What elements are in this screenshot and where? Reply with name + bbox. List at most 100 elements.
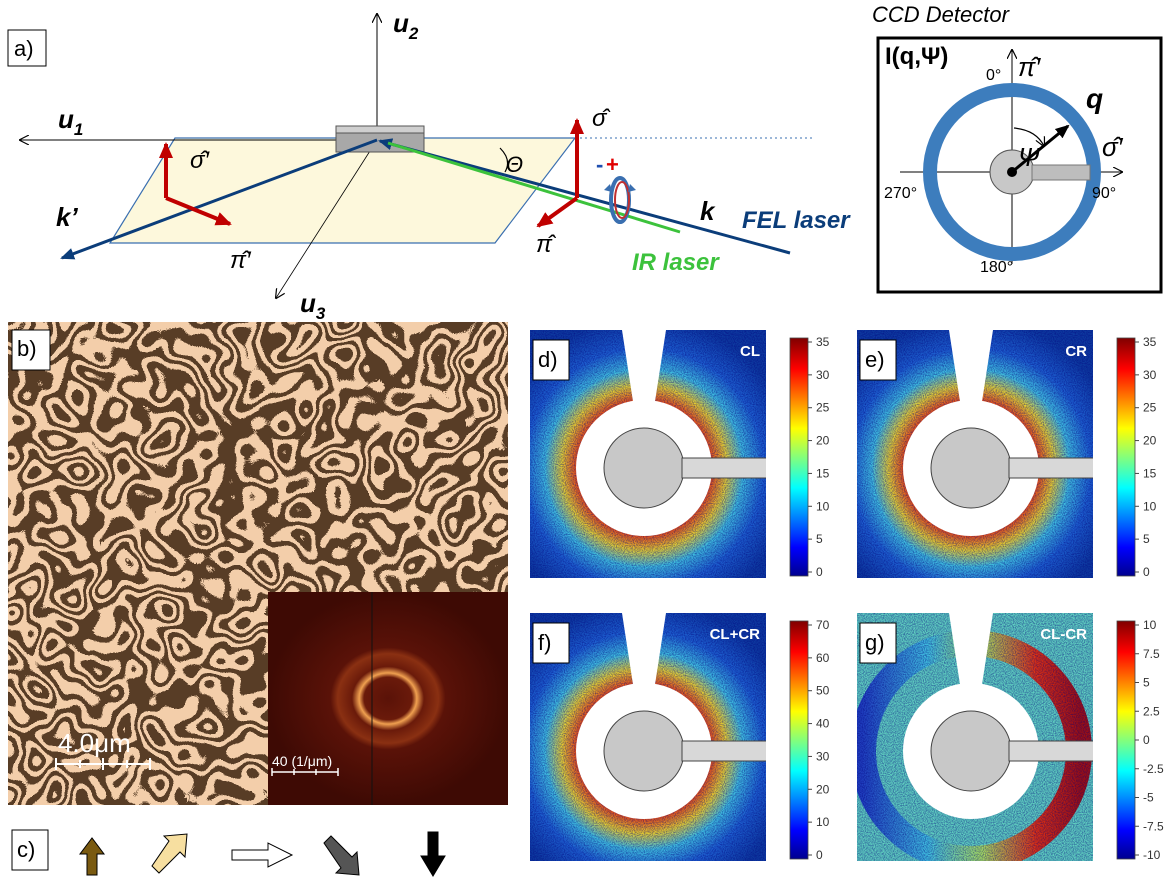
helicity-arrows xyxy=(604,184,636,192)
axis-label: u3 xyxy=(300,288,326,323)
colorbar-tick-label: 30 xyxy=(816,368,830,382)
beam-stop-arm xyxy=(681,740,766,762)
image xyxy=(530,330,766,578)
image xyxy=(857,330,1093,578)
panel-b: b) 4.0μm 40 (1/μm) xyxy=(8,322,508,805)
beam-stop-arm xyxy=(1008,457,1093,479)
label-box xyxy=(859,622,897,664)
beam-stop xyxy=(930,427,1012,509)
condition-label: CL-CR xyxy=(1040,626,1087,643)
colorbar-tick-label: -10 xyxy=(1143,848,1161,862)
colorbar-tick-label: 5 xyxy=(816,532,823,546)
ccd-panel: CCD Detector I(q,Ψ) 0° 90° 180° 270° π̂′… xyxy=(872,2,1163,294)
theta-label: Θ xyxy=(506,152,523,177)
sigma-label: σ̂ xyxy=(592,105,610,132)
psi-arc xyxy=(1013,127,1044,146)
helicity-plus: + xyxy=(606,152,619,177)
helicity-minus: - xyxy=(596,152,603,177)
colorbar-tick-label: 20 xyxy=(816,782,830,796)
wedge xyxy=(949,613,993,691)
colorbar-tick-label: 25 xyxy=(816,401,830,415)
label-box xyxy=(7,29,47,67)
colorbar xyxy=(789,337,809,577)
text-part: u xyxy=(393,8,409,38)
colorbar-tick-label: 10 xyxy=(816,499,830,513)
scattering-panel: f) CL+CR 70 60 50 40 30 20 10 0 xyxy=(530,613,830,862)
angle-label: 90° xyxy=(1092,185,1116,202)
angle-label: 270° xyxy=(884,185,917,202)
pi-prime-label: π̂′ xyxy=(1018,52,1041,82)
colorbar-tick-label: 35 xyxy=(1143,335,1157,349)
label-box xyxy=(859,339,897,381)
colorbar-tick-label: 40 xyxy=(816,717,830,731)
scattering-panel: d) CL 35 30 25 20 15 10 5 0 xyxy=(530,330,830,579)
colorbar xyxy=(1116,620,1136,860)
scattering-panel: e) CR 35 30 25 20 15 10 5 0 xyxy=(857,330,1157,579)
inset-scale-label: 40 (1/μm) xyxy=(272,753,332,769)
colorbar-tick-label: 70 xyxy=(816,618,830,632)
moment-arrow xyxy=(323,835,360,876)
colorbar-tick-label: 10 xyxy=(1143,618,1157,632)
text-part: 3 xyxy=(316,304,326,323)
panel-label: g) xyxy=(865,630,885,655)
colorbar-tick-label: 20 xyxy=(816,434,830,448)
ccd-title: CCD Detector xyxy=(872,2,1011,27)
panel-label: d) xyxy=(538,347,558,372)
colorbar-tick-label: 50 xyxy=(816,684,830,698)
sample-top xyxy=(335,125,425,134)
colorbar-tick-label: 7.5 xyxy=(1143,647,1160,661)
k-beam xyxy=(378,138,791,255)
helicity-loop xyxy=(614,181,630,219)
panel-label: a) xyxy=(14,36,34,61)
axis-u3 xyxy=(276,139,378,298)
axis-label: u1 xyxy=(58,104,83,139)
colorbar-tick-label: 0 xyxy=(816,848,823,862)
colorbar-tick-label: 20 xyxy=(1143,434,1157,448)
panel-a: a) u2 u1 u3 k’ k σ̂′ π̂′ σ̂ π̂ Θ - + FEL… xyxy=(7,8,851,323)
beam-stop-arm xyxy=(681,457,766,479)
moment-arrow xyxy=(151,833,188,874)
k-prime-beam xyxy=(60,138,378,260)
theta-arc xyxy=(499,147,509,173)
label-box xyxy=(532,622,570,664)
colorbar-tick-label: 10 xyxy=(816,815,830,829)
k-in-label: k xyxy=(700,196,716,226)
colorbar-tick-label: 0 xyxy=(816,565,823,579)
colorbar-tick-label: 60 xyxy=(816,651,830,665)
beam-stop xyxy=(603,427,685,509)
colorbar-tick-label: 5 xyxy=(1143,676,1150,690)
scale-bar-label: 4.0μm xyxy=(58,728,131,758)
panel-label: f) xyxy=(538,630,551,655)
moment-arrow xyxy=(420,831,446,877)
colorbar-tick-label: -7.5 xyxy=(1143,819,1164,833)
sigma-prime-label: σ̂′ xyxy=(1102,132,1124,162)
scattering-panel: g) CL-CR 10 7.5 5 2.5 0 -2.5 -5 -7.5 -10 xyxy=(857,613,1164,862)
moment-arrow xyxy=(79,837,105,876)
moment-arrow xyxy=(231,842,294,868)
colorbar-tick-label: 10 xyxy=(1143,499,1157,513)
inset-scale-bar xyxy=(271,768,339,776)
colorbar xyxy=(789,620,809,860)
colorbar-tick-label: -5 xyxy=(1143,791,1154,805)
pi-prime-arrow xyxy=(165,196,232,226)
q-label: q xyxy=(1086,83,1103,114)
beam-stop xyxy=(603,710,685,792)
scale-bar xyxy=(55,758,151,770)
text-part: u xyxy=(58,104,74,134)
wedge xyxy=(949,330,993,408)
beam-stop-arm xyxy=(1008,740,1093,762)
wedge xyxy=(622,613,666,691)
image xyxy=(530,613,766,861)
colorbar-tick-label: 30 xyxy=(816,749,830,763)
pi-arrow xyxy=(536,196,579,228)
fft-inset xyxy=(268,592,508,805)
colorbar-tick-label: 0 xyxy=(1143,733,1150,747)
sigma-prime-label: σ̂′ xyxy=(190,147,210,174)
image xyxy=(857,613,1093,861)
text-part: 1 xyxy=(74,120,83,139)
axis-label: u2 xyxy=(393,8,419,43)
panel-label: c) xyxy=(17,837,35,862)
